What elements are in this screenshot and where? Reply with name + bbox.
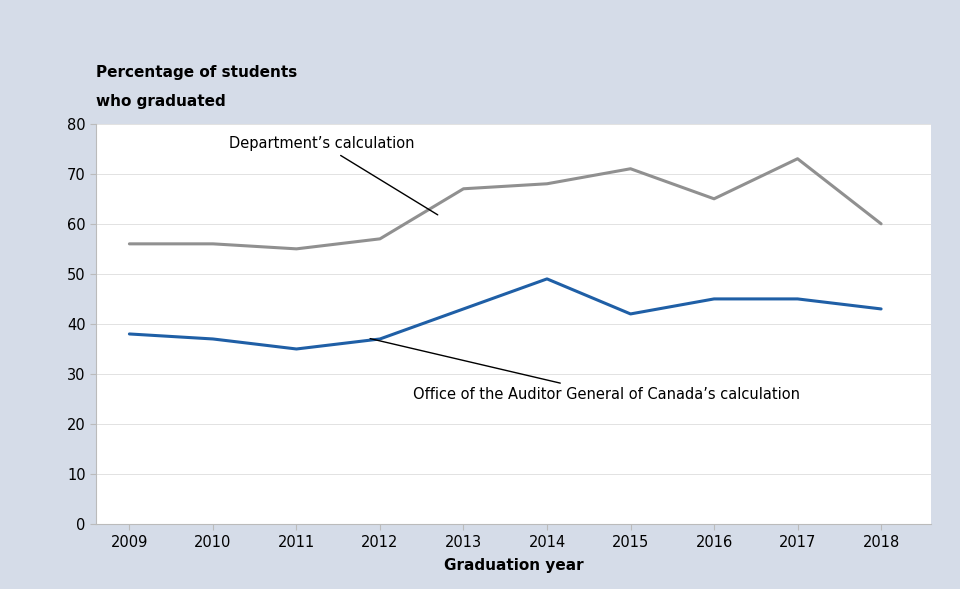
Text: Office of the Auditor General of Canada’s calculation: Office of the Auditor General of Canada’… bbox=[371, 339, 801, 402]
Text: who graduated: who graduated bbox=[96, 94, 226, 109]
Text: Percentage of students: Percentage of students bbox=[96, 65, 298, 80]
Text: Department’s calculation: Department’s calculation bbox=[228, 136, 438, 215]
X-axis label: Graduation year: Graduation year bbox=[444, 558, 584, 573]
